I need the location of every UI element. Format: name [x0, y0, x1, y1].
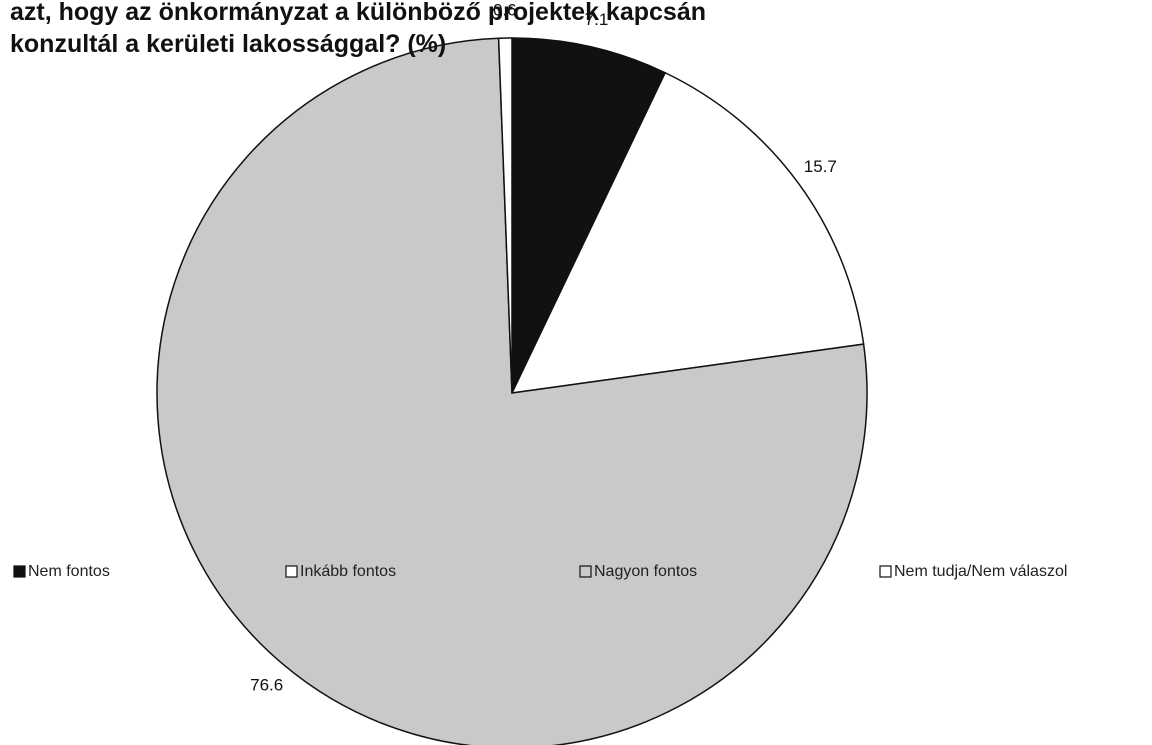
chart-title: azt, hogy az önkormányzat a különböző pr… [10, 0, 706, 26]
legend: Nem fontos Inkább fontos Nagyon fontos Nem … [13, 563, 1067, 580]
legend-swatch [285, 565, 298, 578]
pie-slice [156, 37, 868, 745]
pie-slice [511, 37, 667, 394]
pie-slice [510, 71, 865, 394]
legend-swatch [13, 565, 26, 578]
chart-title: konzultál a kerületi lakossággal? (%) [10, 30, 446, 58]
legend-label: Nagyon fontos [594, 563, 697, 580]
legend-label: Inkább fontos [300, 563, 396, 580]
legend-swatch [879, 565, 892, 578]
data-label: 76.6 [250, 675, 283, 694]
legend-swatch [579, 565, 592, 578]
pie-slice [497, 37, 513, 394]
legend-label: Nem fontos [28, 563, 110, 580]
data-labels: 7.1 15.7 76.6 0.6 [250, 1, 837, 695]
data-label: 15.7 [804, 157, 837, 176]
data-label: 0.6 [493, 1, 517, 20]
data-label: 7.1 [585, 10, 609, 29]
pie [156, 37, 868, 745]
legend-label: Nem tudja/Nem válaszol [894, 563, 1067, 580]
